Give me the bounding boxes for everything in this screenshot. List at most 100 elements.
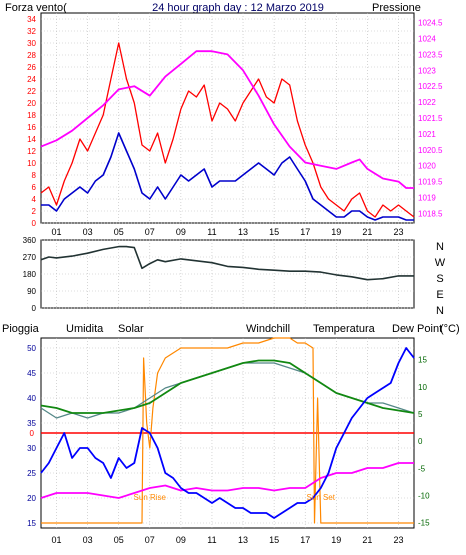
x-tick-label: 19	[331, 227, 341, 237]
x-tick-label: 17	[300, 535, 310, 545]
pressure-tick-label: 1023	[418, 66, 436, 75]
x-tick-label: 09	[176, 227, 186, 237]
humidity-tick-label: 15	[27, 519, 36, 528]
wind-tick-label: 26	[27, 63, 36, 72]
temperature-tick-label: -15	[418, 519, 430, 528]
wind-pressure-panel: Forza vento( 24 hour graph day : 12 Marz…	[5, 2, 443, 237]
pressure-tick-label: 1022	[418, 98, 436, 107]
direction-tick-label: 360	[23, 236, 37, 245]
pressure-series-line	[40, 50, 414, 189]
rain-zero-label: 0	[30, 429, 35, 438]
wind-axis-ticks: 02468101214161820222426283032341018.5101…	[27, 15, 443, 237]
temperature-tick-label: -10	[418, 491, 430, 500]
humidity-tick-label: 25	[27, 469, 36, 478]
compass-label: E	[436, 289, 443, 301]
compass-label: W	[435, 257, 446, 269]
humidity-series-line	[40, 347, 415, 519]
wind-tick-label: 2	[32, 207, 37, 216]
wind-axis-title: Forza vento(	[5, 2, 67, 14]
pressure-axis-title: Pressione	[372, 2, 421, 14]
x-tick-label: 13	[238, 535, 248, 545]
dewpoint-legend: Dew Point	[392, 323, 442, 335]
humidity-tick-label: 30	[27, 444, 36, 453]
temperature-legend: Temperatura	[313, 323, 376, 335]
wind-tick-label: 30	[27, 39, 36, 48]
wind-tick-label: 6	[32, 183, 37, 192]
x-tick-label: 05	[114, 227, 124, 237]
direction-tick-label: 270	[23, 253, 37, 262]
x-tick-label: 15	[269, 227, 279, 237]
sun-annotation: Sun Rise	[134, 493, 167, 502]
wind-tick-label: 24	[27, 75, 36, 84]
humidity-tick-label: 40	[27, 394, 36, 403]
humidity-tick-label: 20	[27, 494, 36, 503]
humidity-tick-label: 45	[27, 369, 36, 378]
x-tick-label: 23	[393, 227, 403, 237]
temperature-tick-label: -5	[418, 464, 426, 473]
wind-tick-label: 18	[27, 111, 36, 120]
compass-label: S	[436, 273, 443, 285]
humidity-tick-label: 35	[27, 419, 36, 428]
chart-title: 24 hour graph day : 12 Marzo 2019	[152, 2, 324, 14]
x-tick-label: 11	[207, 535, 216, 545]
x-tick-label: 19	[331, 535, 341, 545]
sun-annotations: Sun Rise Sun Set	[134, 493, 336, 502]
wind-tick-label: 8	[32, 171, 37, 180]
pressure-tick-label: 1019.5	[418, 178, 443, 187]
solar-legend: Solar	[118, 323, 144, 335]
direction-gridlines	[41, 239, 414, 309]
pressure-tick-label: 1022.5	[418, 82, 443, 91]
x-tick-label: 01	[52, 227, 62, 237]
x-tick-label: 07	[145, 227, 155, 237]
temperature-lines	[40, 337, 415, 524]
direction-series-line	[40, 245, 414, 281]
pressure-tick-label: 1024	[418, 34, 436, 43]
wind-tick-label: 16	[27, 123, 36, 132]
x-tick-label: 03	[83, 227, 93, 237]
temperature-tick-label: 15	[418, 356, 427, 365]
wind-tick-label: 14	[27, 135, 36, 144]
x-tick-label: 17	[300, 227, 310, 237]
temperature-tick-label: 5	[418, 410, 423, 419]
x-tick-label: 01	[52, 535, 62, 545]
direction-tick-label: 180	[23, 270, 37, 279]
x-tick-label: 23	[393, 535, 403, 545]
dewpoint-series-line	[40, 462, 414, 499]
x-tick-label: 09	[176, 535, 186, 545]
wind-tick-label: 28	[27, 51, 36, 60]
wind-series-line	[40, 42, 415, 218]
temperature-panel: Pioggia Umidita Solar Windchill Temperat…	[2, 323, 460, 545]
wind-tick-label: 32	[27, 27, 36, 36]
x-tick-label: 21	[362, 227, 372, 237]
sun-annotation: Sun Set	[307, 493, 336, 502]
x-tick-label: 21	[362, 535, 372, 545]
pressure-tick-label: 1021	[418, 130, 436, 139]
wind-tick-label: 20	[27, 99, 36, 108]
wind-plot-area	[40, 12, 415, 224]
direction-tick-label: 0	[32, 304, 37, 313]
temperature-unit: (°C)	[440, 323, 460, 335]
rain-legend: Pioggia	[2, 323, 40, 335]
x-tick-label: 07	[145, 535, 155, 545]
pressure-tick-label: 1023.5	[418, 50, 443, 59]
temperature-tick-label: 10	[418, 383, 427, 392]
wind-tick-label: 10	[27, 159, 36, 168]
wind-blue-series-line	[41, 132, 414, 221]
pressure-tick-label: 1020	[418, 162, 436, 171]
direction-axis-ticks: 0 90 180 270 360	[23, 236, 37, 313]
pressure-tick-label: 1018.5	[418, 209, 443, 218]
x-tick-label: 11	[207, 227, 216, 237]
wind-tick-label: 4	[32, 195, 37, 204]
wind-tick-label: 22	[27, 87, 36, 96]
wind-pressure-lines	[40, 42, 415, 221]
windchill-legend: Windchill	[246, 323, 290, 335]
x-tick-label: 05	[114, 535, 124, 545]
wind-tick-label: 12	[27, 147, 36, 156]
compass-label: N	[436, 305, 444, 317]
direction-tick-label: 90	[27, 287, 36, 296]
direction-line	[40, 245, 414, 281]
